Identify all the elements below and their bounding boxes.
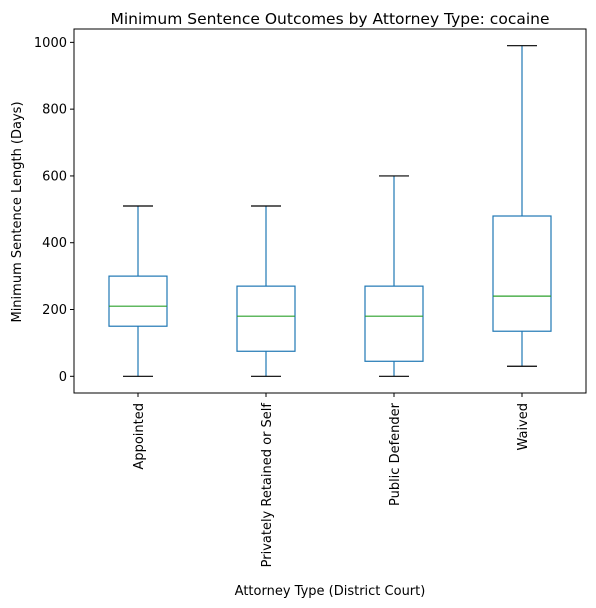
x-tick-label: Public Defender bbox=[388, 402, 403, 506]
y-tick-label: 600 bbox=[42, 169, 67, 184]
plot-area: 0 200 400 600 800 1000 Appointed Privately Reta… bbox=[34, 28, 587, 568]
y-tick-label: 800 bbox=[42, 103, 67, 118]
y-tick-label: 1000 bbox=[34, 36, 67, 51]
x-axis-label: Attorney Type (District Court) bbox=[235, 584, 426, 599]
y-tick-label: 0 bbox=[59, 370, 67, 385]
box bbox=[236, 285, 296, 352]
plot-frame bbox=[73, 28, 587, 394]
box bbox=[108, 275, 168, 327]
y-tick-label: 200 bbox=[42, 303, 67, 318]
x-tick-label: Appointed bbox=[132, 403, 147, 470]
y-tick-label: 400 bbox=[42, 236, 67, 251]
box bbox=[492, 215, 552, 332]
x-tick-label: Waived bbox=[516, 403, 531, 451]
chart-title: Minimum Sentence Outcomes by Attorney Ty… bbox=[110, 10, 549, 28]
x-tick-label: Privately Retained or Self bbox=[260, 403, 275, 568]
box bbox=[364, 285, 424, 362]
y-axis-label: Minimum Sentence Length (Days) bbox=[10, 101, 25, 322]
